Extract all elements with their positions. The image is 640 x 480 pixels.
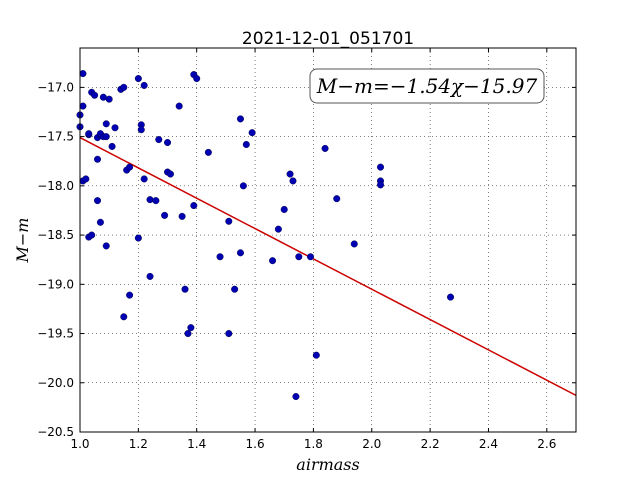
data-point xyxy=(306,253,314,261)
data-point xyxy=(91,91,99,99)
data-point xyxy=(280,205,288,213)
equation-box-frame xyxy=(309,68,545,104)
plot-area xyxy=(80,48,576,432)
data-point xyxy=(140,81,148,89)
data-point xyxy=(140,175,148,183)
data-point xyxy=(146,196,154,204)
data-point xyxy=(447,293,455,301)
data-point xyxy=(289,177,297,185)
data-point xyxy=(181,285,189,293)
chart-title: 2021-12-01_051701 xyxy=(242,29,414,49)
x-tick-label: 2.4 xyxy=(479,437,498,451)
y-tick-label: −18.0 xyxy=(37,179,74,193)
data-point xyxy=(333,195,341,203)
data-point xyxy=(79,70,87,78)
data-point xyxy=(175,102,183,110)
data-point xyxy=(295,253,303,261)
data-point xyxy=(79,102,87,110)
data-point xyxy=(102,133,110,141)
data-point xyxy=(146,272,154,280)
data-point xyxy=(108,142,116,150)
x-tick-labels: 1.0 1.2 1.4 1.6 1.8 2.0 2.2 2.4 2.6 xyxy=(70,437,556,451)
data-point xyxy=(190,202,198,210)
data-point xyxy=(248,129,256,137)
data-point xyxy=(134,234,142,242)
tick-marks xyxy=(79,48,576,433)
data-point xyxy=(120,83,128,91)
data-point xyxy=(225,330,233,338)
data-point xyxy=(126,291,134,299)
plot-frame xyxy=(79,47,577,433)
y-tick-label: −19.5 xyxy=(37,327,74,341)
fit-line xyxy=(79,136,577,397)
data-point xyxy=(239,182,247,190)
data-point xyxy=(193,75,201,83)
data-point xyxy=(166,170,174,178)
data-point xyxy=(94,155,102,163)
data-point xyxy=(126,163,134,171)
data-point xyxy=(242,140,250,148)
data-point xyxy=(85,130,93,138)
x-tick-label: 2.6 xyxy=(537,437,556,451)
y-tick-label: −19.0 xyxy=(37,277,74,291)
data-point xyxy=(204,148,212,156)
y-tick-label: −17.0 xyxy=(37,80,74,94)
data-point xyxy=(292,393,300,401)
fit-line-layer xyxy=(79,136,577,397)
data-point xyxy=(134,75,142,83)
data-point xyxy=(216,253,224,261)
data-point xyxy=(137,126,145,134)
fit-equation-box: M−m=−1.54χ−15.97 xyxy=(309,68,545,104)
data-point xyxy=(312,351,320,359)
data-point xyxy=(225,217,233,225)
data-point xyxy=(184,330,192,338)
data-point xyxy=(164,139,172,147)
x-tick-label: 2.2 xyxy=(421,437,440,451)
data-point xyxy=(178,212,186,220)
data-point xyxy=(94,197,102,205)
data-point xyxy=(96,218,104,226)
data-point xyxy=(286,170,294,178)
data-point xyxy=(231,285,239,293)
x-tick-label: 1.4 xyxy=(187,437,206,451)
data-point xyxy=(111,124,119,132)
x-tick-label: 1.6 xyxy=(246,437,265,451)
data-point xyxy=(350,240,358,248)
fit-equation: M−m=−1.54χ−15.97 xyxy=(316,74,538,98)
data-point xyxy=(321,144,329,152)
x-axis-label: airmass xyxy=(296,455,359,474)
data-point xyxy=(88,231,96,239)
data-point xyxy=(187,324,195,332)
x-tick-label: 2.0 xyxy=(362,437,381,451)
y-tick-label: −20.5 xyxy=(37,425,74,439)
x-tick-label: 1.2 xyxy=(129,437,148,451)
x-tick-label: 1.8 xyxy=(304,437,323,451)
data-point xyxy=(105,95,113,103)
grid-lines xyxy=(79,48,576,433)
data-point xyxy=(99,93,107,101)
y-tick-label: −20.0 xyxy=(37,376,74,390)
data-point xyxy=(274,225,282,233)
data-point xyxy=(102,120,110,128)
y-tick-label: −17.5 xyxy=(37,130,74,144)
data-point xyxy=(152,197,160,205)
data-point xyxy=(377,181,385,189)
y-tick-labels: −20.5 −20.0 −19.5 −19.0 −18.5 −18.0 −17.5 −17.0 xyxy=(37,80,74,439)
data-point xyxy=(102,242,110,250)
data-points xyxy=(76,70,455,401)
y-tick-label: −18.5 xyxy=(37,228,74,242)
data-point xyxy=(161,211,169,219)
data-point xyxy=(82,175,90,183)
data-point xyxy=(269,257,277,265)
data-point xyxy=(120,313,128,321)
x-tick-label: 1.0 xyxy=(70,437,89,451)
data-point xyxy=(377,163,385,171)
y-axis-label: M−m xyxy=(13,218,32,264)
data-point xyxy=(236,115,244,123)
data-point xyxy=(155,136,163,144)
data-point xyxy=(236,249,244,257)
